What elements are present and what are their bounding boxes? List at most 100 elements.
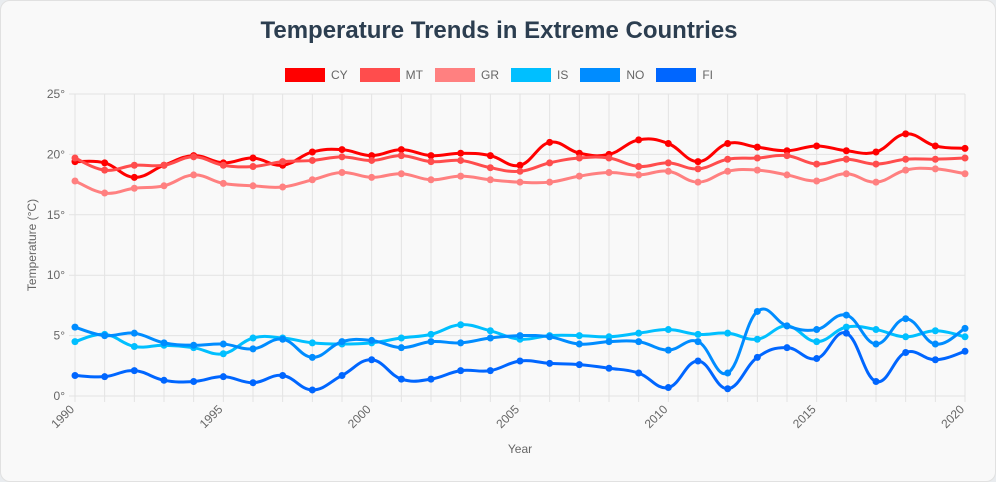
data-point: [368, 336, 376, 344]
data-point: [486, 152, 494, 160]
data-point: [664, 346, 672, 354]
data-point: [753, 143, 761, 151]
data-point: [575, 361, 583, 369]
data-point: [546, 138, 554, 146]
data-point: [130, 173, 138, 181]
data-point: [635, 329, 643, 337]
data-point: [575, 149, 583, 157]
data-point: [101, 166, 109, 174]
data-point: [338, 371, 346, 379]
data-point: [872, 378, 880, 386]
data-point: [842, 170, 850, 178]
data-point: [160, 339, 168, 347]
data-point: [783, 322, 791, 330]
data-point: [813, 142, 821, 150]
data-point: [635, 162, 643, 170]
data-point: [101, 189, 109, 197]
data-point: [457, 321, 465, 329]
data-point: [160, 161, 168, 169]
data-point: [516, 357, 524, 365]
data-point: [397, 152, 405, 160]
data-point: [190, 341, 198, 349]
data-point: [724, 167, 732, 175]
data-point: [783, 152, 791, 160]
data-point: [694, 330, 702, 338]
data-point: [190, 378, 198, 386]
legend-item-cy[interactable]: CY: [284, 68, 348, 82]
legend: CY MT GR IS NO FI: [1, 68, 996, 82]
data-point: [486, 327, 494, 335]
data-point: [516, 178, 524, 186]
data-point: [753, 166, 761, 174]
data-point: [872, 160, 880, 168]
data-point: [605, 333, 613, 341]
data-point: [457, 172, 465, 180]
data-point: [249, 154, 257, 162]
data-point: [249, 334, 257, 342]
data-point: [961, 324, 969, 332]
data-point: [130, 184, 138, 192]
legend-label: NO: [626, 68, 645, 82]
data-point: [397, 344, 405, 352]
data-point: [397, 334, 405, 342]
data-point: [635, 369, 643, 377]
data-point: [664, 326, 672, 334]
legend-swatch: [510, 68, 551, 82]
data-point: [160, 376, 168, 384]
data-point: [635, 171, 643, 179]
x-tick-label: 2000: [345, 402, 374, 431]
data-point: [308, 353, 316, 361]
data-point: [605, 364, 613, 372]
data-point: [279, 335, 287, 343]
data-point: [249, 162, 257, 170]
data-point: [368, 156, 376, 164]
x-tick-label: 1990: [48, 402, 77, 431]
data-point: [308, 339, 316, 347]
data-point: [931, 340, 939, 348]
x-tick-label: 2015: [790, 402, 819, 431]
series-fi: [71, 329, 969, 394]
data-point: [368, 152, 376, 160]
data-point: [931, 142, 939, 150]
data-point: [219, 350, 227, 358]
data-point: [872, 340, 880, 348]
legend-item-no[interactable]: NO: [580, 68, 644, 82]
data-point: [605, 169, 613, 177]
data-point: [338, 338, 346, 346]
data-point: [71, 177, 79, 185]
data-point: [101, 332, 109, 340]
data-point: [486, 367, 494, 375]
data-point: [308, 176, 316, 184]
legend-item-mt[interactable]: MT: [359, 68, 423, 82]
data-point: [368, 356, 376, 364]
data-point: [931, 356, 939, 364]
y-tick-label: 25°: [47, 87, 65, 101]
data-point: [902, 333, 910, 341]
data-point: [427, 176, 435, 184]
data-point: [902, 130, 910, 138]
legend-swatch: [434, 68, 475, 82]
x-axis-title: Year: [508, 442, 532, 456]
legend-item-is[interactable]: IS: [510, 68, 568, 82]
y-tick-label: 10°: [47, 268, 65, 282]
data-point: [516, 332, 524, 340]
data-point: [575, 154, 583, 162]
data-point: [427, 152, 435, 160]
data-point: [457, 367, 465, 375]
data-point: [219, 179, 227, 187]
data-point: [457, 156, 465, 164]
data-point: [160, 182, 168, 190]
data-point: [457, 339, 465, 347]
legend-label: GR: [480, 68, 499, 82]
legend-item-gr[interactable]: GR: [434, 68, 499, 82]
data-point: [427, 158, 435, 166]
legend-item-fi[interactable]: FI: [656, 68, 713, 82]
data-point: [813, 338, 821, 346]
data-point: [724, 155, 732, 163]
data-point: [961, 144, 969, 152]
data-point: [664, 167, 672, 175]
data-point: [546, 333, 554, 341]
data-point: [575, 172, 583, 180]
legend-swatch: [656, 68, 697, 82]
data-point: [842, 323, 850, 331]
